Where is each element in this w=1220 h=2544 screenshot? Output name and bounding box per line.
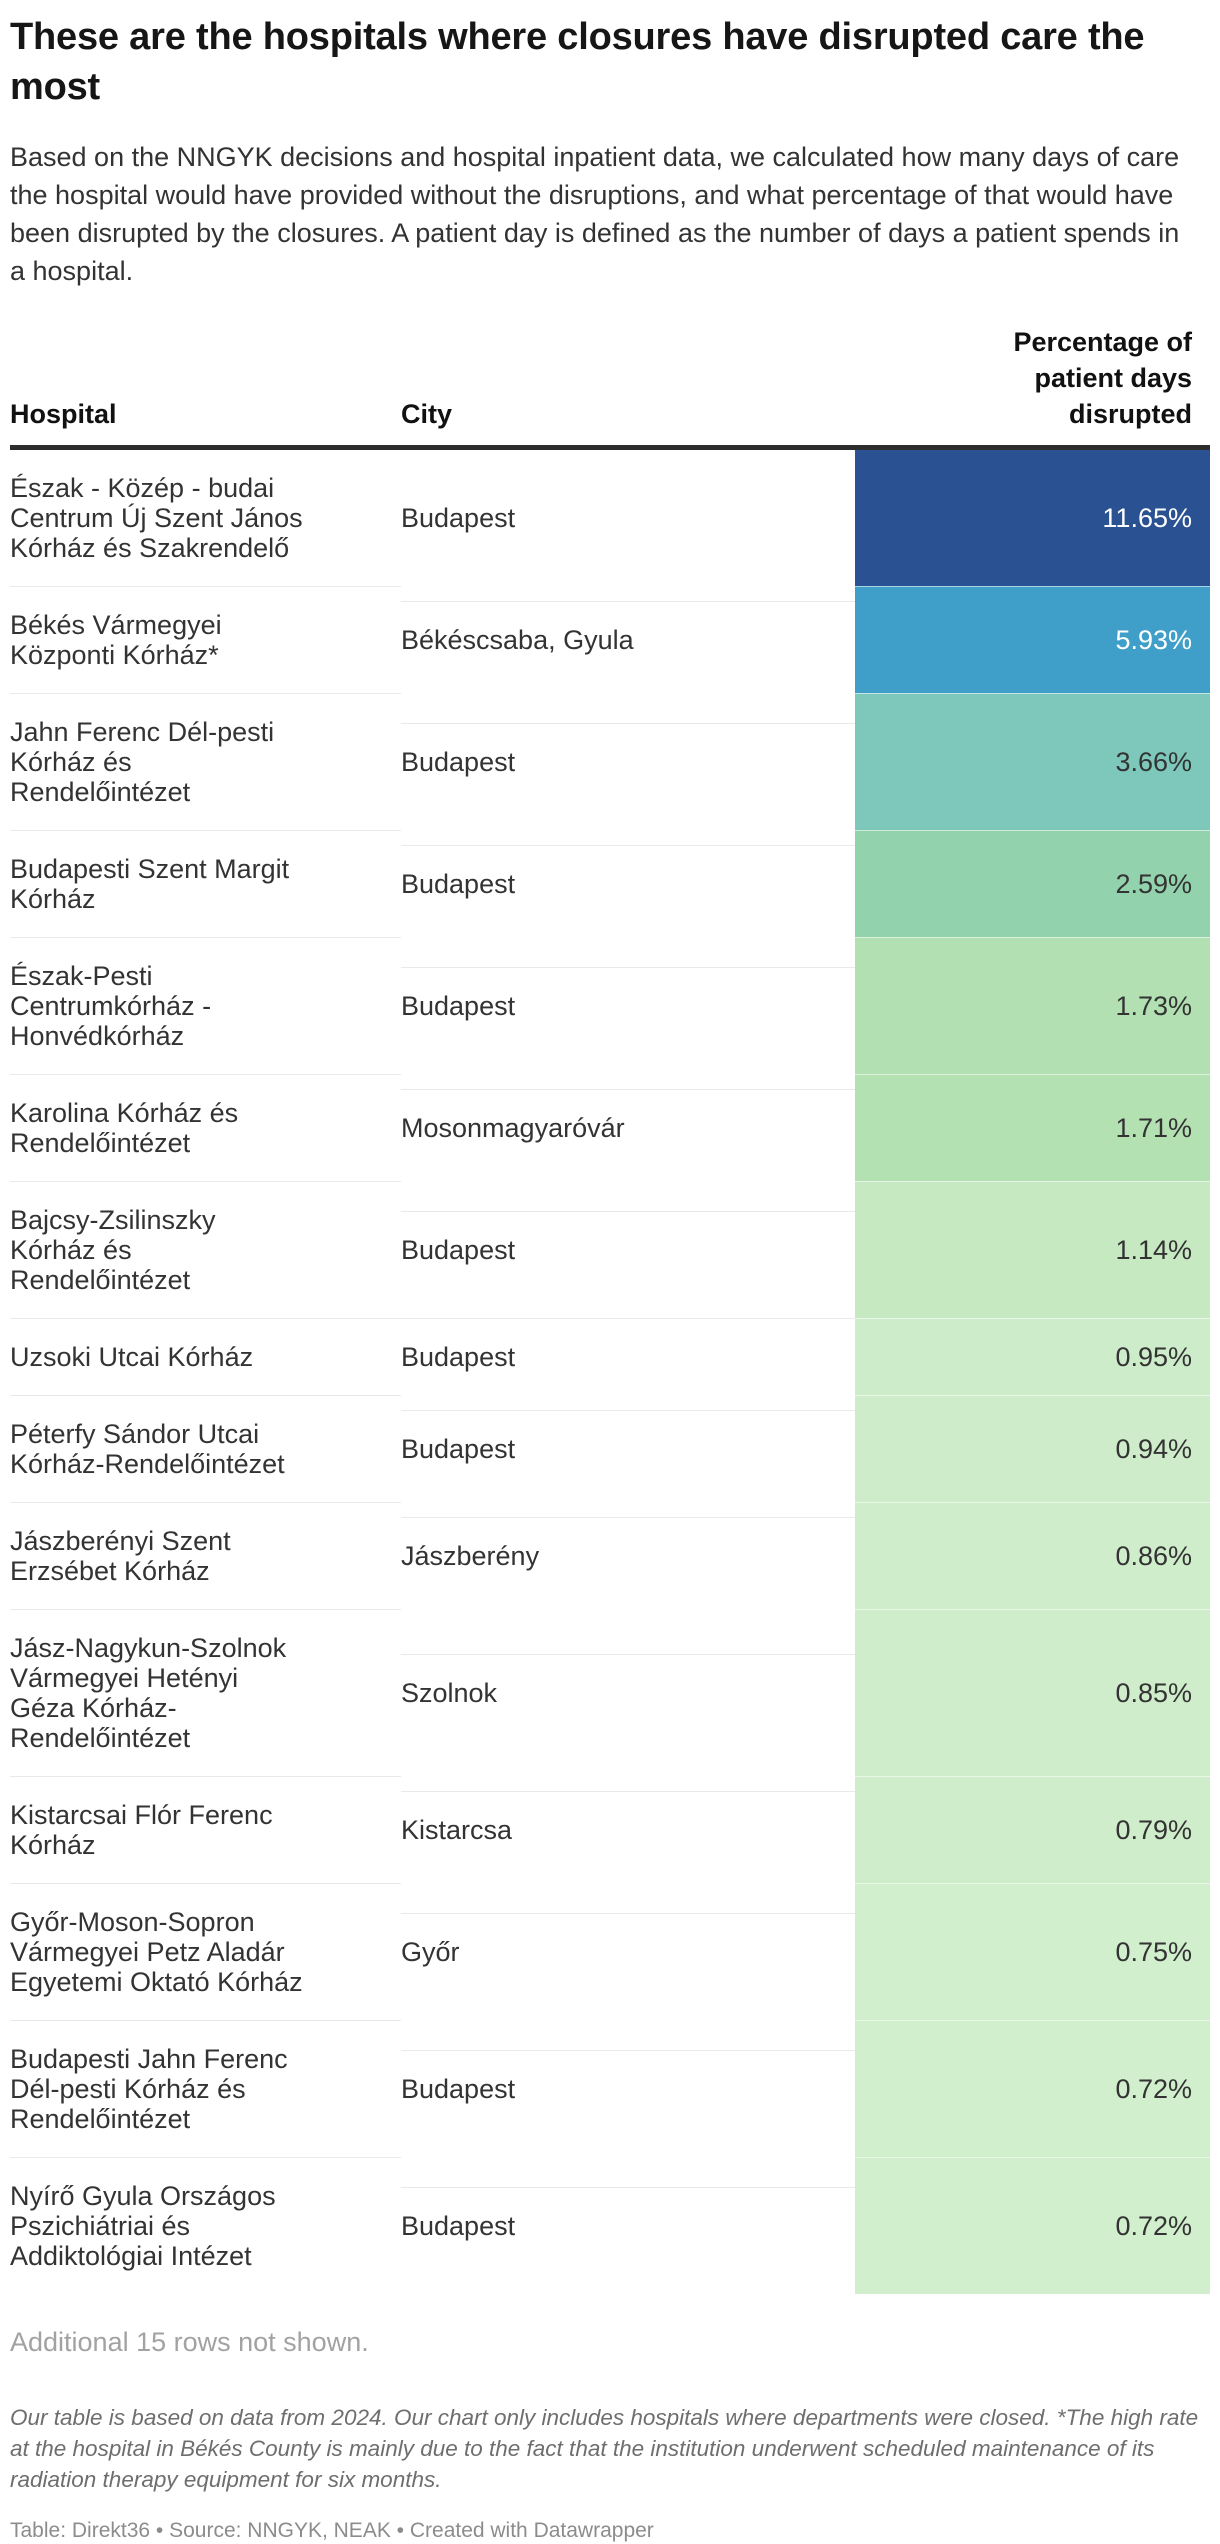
table-body: Észak - Közép - budai Centrum Új Szent J… [10,450,1210,2294]
percentage-cell: 1.14% [855,1181,1210,1318]
chart-description: Based on the NNGYK decisions and hospita… [10,142,1180,286]
column-header-city: City [401,399,453,429]
page-title: These are the hospitals where closures h… [10,16,1145,108]
table-header-row: Hospital City Percentage of patient days… [10,324,1210,450]
city-cell: Budapest [401,967,855,1044]
city-cell: Budapest [401,845,855,922]
city-cell: Békéscsaba, Gyula [401,601,855,678]
percentage-cell: 3.66% [855,693,1210,830]
city-cell: Győr [401,1913,855,1990]
hospital-cell: Uzsoki Utcai Kórház [10,1318,401,1395]
city-cell: Budapest [401,1211,855,1288]
city-cell: Budapest [401,1410,855,1487]
table-row: Karolina Kórház és Rendelőintézet Mosonma… [10,1074,1210,1181]
table-row: Budapesti Jahn Ferenc Dél-pesti Kórház é… [10,2020,1210,2157]
percentage-cell: 0.86% [855,1502,1210,1609]
hospital-cell: Békés Vármegyei Központi Kórház* [10,586,401,693]
table-row: Jász-Nagykun-Szolnok Vármegyei Hetényi G… [10,1609,1210,1776]
hospital-cell: Jahn Ferenc Dél-pesti Kórház és Rendelői… [10,693,401,830]
table-row: Nyírő Gyula Országos Pszichiátriai és Ad… [10,2157,1210,2294]
attribution-line: Table: Direkt36 • Source: NNGYK, NEAK • … [10,2518,654,2542]
percentage-cell: 5.93% [855,586,1210,693]
city-cell: Budapest [401,2187,855,2264]
city-cell: Mosonmagyaróvár [401,1089,855,1166]
percentage-cell: 2.59% [855,830,1210,937]
column-header-percentage-text: Percentage of patient days disrupted [1013,327,1192,429]
table-row: Győr-Moson-Sopron Vármegyei Petz Aladár … [10,1883,1210,2020]
column-header-percentage: Percentage of patient days disrupted [855,324,1210,432]
table-row: Budapesti Szent Margit Kórház Budapest 2.5… [10,830,1210,937]
table-row: Kistarcsai Flór Ferenc Kórház Kistarcsa 0.… [10,1776,1210,1883]
hospital-cell: Győr-Moson-Sopron Vármegyei Petz Aladár … [10,1883,401,2020]
hospital-cell: Észak - Közép - budai Centrum Új Szent J… [10,473,303,563]
hospital-cell: Jászberényi Szent Erzsébet Kórház [10,1502,401,1609]
table-row: Jászberényi Szent Erzsébet Kórház Jászber… [10,1502,1210,1609]
hospital-cell: Péterfy Sándor Utcai Kórház-Rendelőintéz… [10,1395,401,1502]
hospital-cell: Budapesti Jahn Ferenc Dél-pesti Kórház é… [10,2020,401,2157]
table-row: Uzsoki Utcai Kórház Budapest 0.95% [10,1318,1210,1395]
hospital-cell: Karolina Kórház és Rendelőintézet [10,1074,401,1181]
percentage-cell: 11.65% [855,450,1210,586]
table-row: Péterfy Sándor Utcai Kórház-Rendelőintéz… [10,1395,1210,1502]
percentage-cell: 1.73% [855,937,1210,1074]
column-header-hospital: Hospital [10,399,117,429]
city-cell: Jászberény [401,1517,855,1594]
percentage-cell: 0.72% [855,2020,1210,2157]
hospital-cell: Jász-Nagykun-Szolnok Vármegyei Hetényi G… [10,1609,401,1776]
percentage-cell: 1.71% [855,1074,1210,1181]
percentage-cell: 0.72% [855,2157,1210,2294]
percentage-cell: 0.75% [855,1883,1210,2020]
table-row: Észak - Közép - budai Centrum Új Szent J… [10,450,1210,586]
hospital-cell: Budapesti Szent Margit Kórház [10,830,401,937]
percentage-cell: 0.95% [855,1318,1210,1395]
table-row: Bajcsy-Zsilinszky Kórház és Rendelőintéz… [10,1181,1210,1318]
percentage-cell: 0.79% [855,1776,1210,1883]
additional-rows-notice: Additional 15 rows not shown. [10,2327,369,2357]
table-row: Békés Vármegyei Központi Kórház* Békéscsa… [10,586,1210,693]
city-cell: Budapest [401,2050,855,2127]
hospitals-table: Hospital City Percentage of patient days… [10,324,1210,2294]
city-cell: Budapest [401,1318,855,1395]
city-cell: Budapest [401,503,516,533]
city-cell: Szolnok [401,1654,855,1731]
city-cell: Kistarcsa [401,1791,855,1868]
hospital-cell: Bajcsy-Zsilinszky Kórház és Rendelőintéz… [10,1181,401,1318]
footnote: Our table is based on data from 2024. Ou… [10,2405,1199,2492]
percentage-cell: 0.85% [855,1609,1210,1776]
hospital-cell: Észak-Pesti Centrumkórház - Honvédkórház [10,937,401,1074]
table-row: Jahn Ferenc Dél-pesti Kórház és Rendelői… [10,693,1210,830]
table-row: Észak-Pesti Centrumkórház - Honvédkórház… [10,937,1210,1074]
hospital-cell: Kistarcsai Flór Ferenc Kórház [10,1776,401,1883]
percentage-cell: 0.94% [855,1395,1210,1502]
city-cell: Budapest [401,723,855,800]
hospital-cell: Nyírő Gyula Országos Pszichiátriai és Ad… [10,2157,401,2294]
